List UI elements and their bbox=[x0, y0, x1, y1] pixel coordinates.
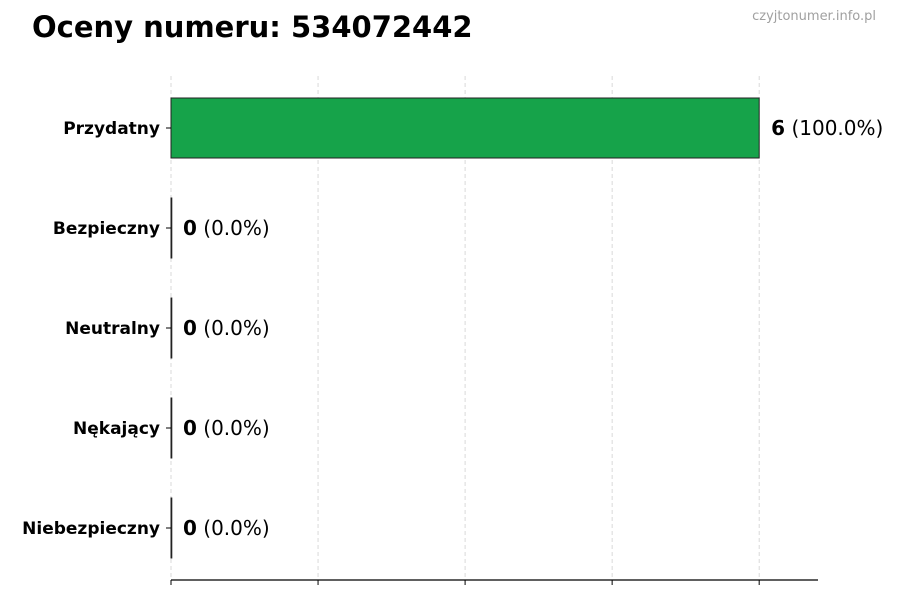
data-label: 0 (0.0%) bbox=[183, 416, 270, 440]
bar bbox=[170, 97, 760, 159]
data-label: 6 (100.0%) bbox=[771, 116, 883, 140]
bar bbox=[170, 497, 173, 559]
data-label-percent: (0.0%) bbox=[197, 516, 270, 540]
bar bbox=[170, 397, 173, 459]
data-label: 0 (0.0%) bbox=[183, 316, 270, 340]
data-label-value: 0 bbox=[183, 516, 197, 540]
y-tick-label: Neutralny bbox=[65, 319, 160, 339]
data-label-percent: (0.0%) bbox=[197, 316, 270, 340]
watermark: czyjtonumer.info.pl bbox=[752, 9, 876, 24]
data-label-percent: (100.0%) bbox=[785, 116, 883, 140]
data-label-percent: (0.0%) bbox=[197, 216, 270, 240]
data-label-value: 0 bbox=[183, 416, 197, 440]
y-tick-label: Nękający bbox=[73, 419, 160, 439]
y-tick-label: Przydatny bbox=[63, 119, 160, 139]
bar bbox=[170, 297, 173, 359]
data-label-value: 0 bbox=[183, 216, 197, 240]
data-label-percent: (0.0%) bbox=[197, 416, 270, 440]
bar bbox=[170, 197, 173, 259]
y-tick-label: Bezpieczny bbox=[53, 219, 160, 239]
chart-title: Oceny numeru: 534072442 bbox=[32, 10, 473, 44]
y-tick-label: Niebezpieczny bbox=[22, 519, 160, 539]
data-label: 0 (0.0%) bbox=[183, 216, 270, 240]
data-label-value: 6 bbox=[771, 116, 785, 140]
data-label: 0 (0.0%) bbox=[183, 516, 270, 540]
data-label-value: 0 bbox=[183, 316, 197, 340]
